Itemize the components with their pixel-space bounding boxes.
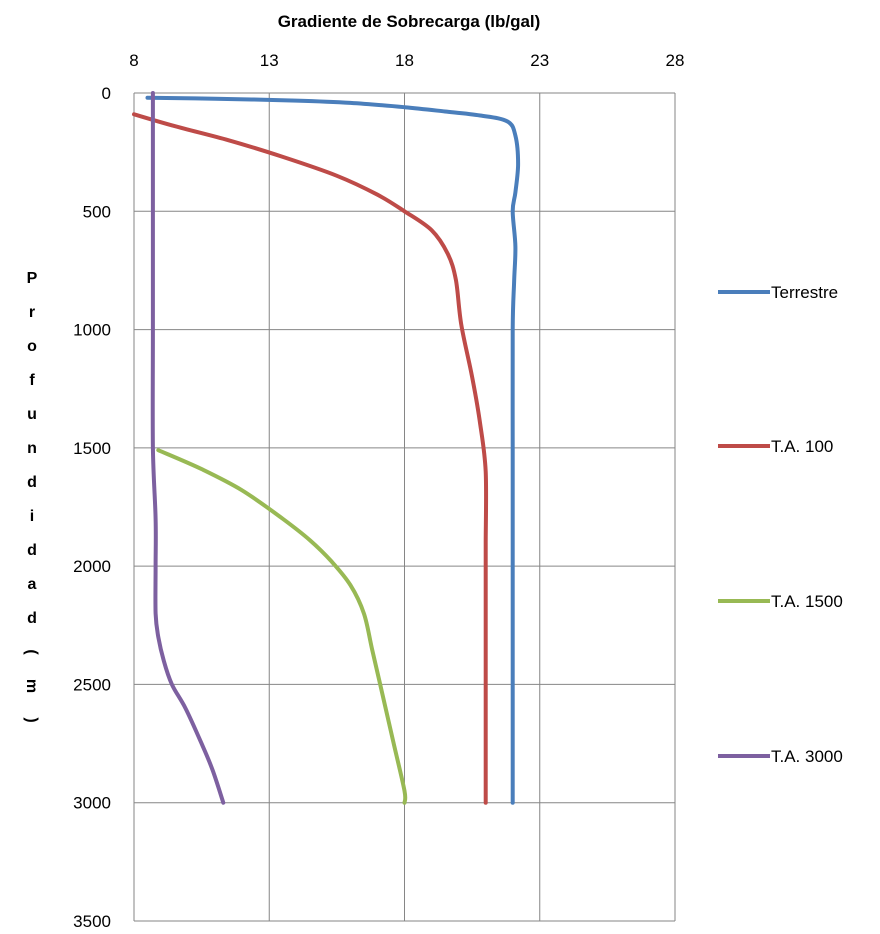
y-axis-label-char: u	[27, 406, 37, 423]
y-tick-label: 2000	[73, 557, 111, 576]
legend-label: T.A. 100	[771, 437, 833, 456]
y-tick-label: 500	[83, 202, 111, 221]
y-tick-label: 0	[102, 84, 111, 103]
x-tick-label: 13	[260, 51, 279, 70]
legend-label: T.A. 1500	[771, 592, 843, 611]
y-axis-label-char: a	[28, 576, 37, 593]
x-tick-label: 8	[129, 51, 138, 70]
y-axis-label-char: i	[30, 508, 34, 525]
legend: Terrestre T.A. 100 T.A. 1500 T.A. 3000	[718, 283, 843, 766]
y-axis-label-char: P	[27, 270, 38, 287]
series-line-terrestre	[145, 95, 521, 805]
y-axis-label-char: d	[27, 610, 37, 627]
x-tick-label: 28	[666, 51, 685, 70]
y-tick-label: 1000	[73, 321, 111, 340]
y-axis-label-char: n	[27, 440, 37, 457]
y-tick-label: 3500	[73, 912, 111, 931]
x-tick-label: 23	[530, 51, 549, 70]
series-lines	[132, 91, 521, 805]
y-tick-labels: 0 500 1000 1500 2000 2500 3000 3500	[73, 84, 111, 931]
y-axis-label-char: m	[23, 679, 40, 693]
x-tick-label: 18	[395, 51, 414, 70]
y-tick-label: 3000	[73, 794, 111, 813]
y-axis-label-char: o	[27, 338, 37, 355]
series-line-t-a-3000	[150, 91, 226, 805]
y-axis-label-char: (	[23, 649, 40, 655]
y-axis-label-char: r	[29, 304, 35, 321]
legend-label: Terrestre	[771, 283, 838, 302]
y-tick-label: 1500	[73, 439, 111, 458]
series-line-t-a-100	[132, 112, 489, 805]
y-axis-label-char: f	[29, 372, 35, 389]
y-axis-label-char: d	[27, 542, 37, 559]
y-axis-label-char: d	[27, 474, 37, 491]
y-tick-label: 2500	[73, 675, 111, 694]
y-axis-label-char: )	[23, 717, 40, 722]
legend-label: T.A. 3000	[771, 747, 843, 766]
x-tick-labels: 8 13 18 23 28	[129, 51, 684, 70]
chart-title: Gradiente de Sobrecarga (lb/gal)	[278, 12, 541, 31]
series-line-t-a-1500	[156, 448, 408, 805]
